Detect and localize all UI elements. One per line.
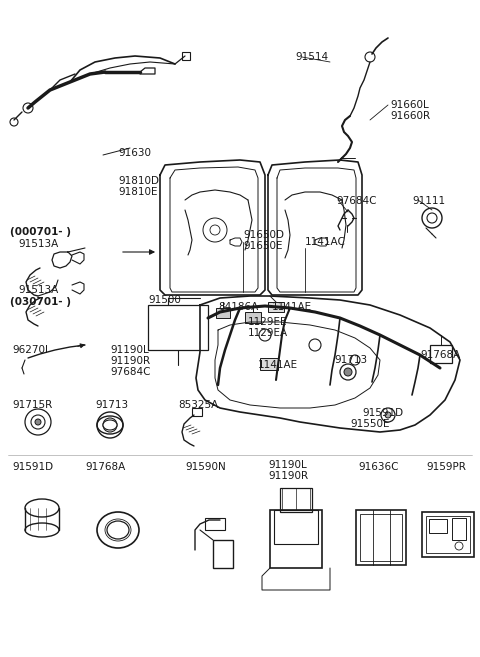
Bar xyxy=(426,516,470,553)
Text: 91514: 91514 xyxy=(295,52,328,62)
Bar xyxy=(148,305,208,350)
Text: 1141AE: 1141AE xyxy=(272,302,312,312)
Text: 91636C: 91636C xyxy=(358,462,398,472)
Text: 91715R: 91715R xyxy=(12,400,52,410)
Ellipse shape xyxy=(107,521,129,539)
Bar xyxy=(216,308,230,318)
Text: 91591D: 91591D xyxy=(12,462,53,472)
Text: 91713: 91713 xyxy=(95,400,128,410)
Bar xyxy=(268,302,284,312)
Text: 91810E: 91810E xyxy=(118,187,157,197)
Text: 91650D: 91650D xyxy=(243,230,284,240)
Text: 91500: 91500 xyxy=(148,295,181,305)
Bar xyxy=(452,518,466,540)
Text: (000701- ): (000701- ) xyxy=(10,227,71,237)
Text: 97684C: 97684C xyxy=(336,196,376,206)
Text: 91190R: 91190R xyxy=(268,471,308,481)
Text: 1129EE: 1129EE xyxy=(248,317,288,327)
Text: 91190R: 91190R xyxy=(110,356,150,366)
Circle shape xyxy=(344,368,352,376)
Bar xyxy=(270,510,322,568)
Bar xyxy=(360,514,402,561)
Text: 91513A: 91513A xyxy=(18,239,58,249)
Text: 91190L: 91190L xyxy=(268,460,307,470)
Text: 91550E: 91550E xyxy=(350,419,389,429)
Text: 84186A: 84186A xyxy=(218,302,258,312)
Text: 85325A: 85325A xyxy=(178,400,218,410)
Text: 91768A: 91768A xyxy=(420,350,460,360)
Bar xyxy=(182,52,190,60)
Text: 91591D: 91591D xyxy=(362,408,403,418)
Text: 91660R: 91660R xyxy=(390,111,430,121)
Text: 91650E: 91650E xyxy=(243,241,283,251)
Ellipse shape xyxy=(103,420,117,430)
Text: 91768A: 91768A xyxy=(85,462,125,472)
Text: (030701- ): (030701- ) xyxy=(10,297,71,307)
Bar xyxy=(205,518,225,530)
Text: 97684C: 97684C xyxy=(110,367,151,377)
Circle shape xyxy=(35,419,41,425)
Text: 91660L: 91660L xyxy=(390,100,429,110)
Text: 91590N: 91590N xyxy=(185,462,226,472)
Bar xyxy=(422,512,474,557)
Text: 1141AE: 1141AE xyxy=(258,360,298,370)
Text: 96270I: 96270I xyxy=(12,345,48,355)
Text: 1141AC: 1141AC xyxy=(305,237,346,247)
Text: 1129EA: 1129EA xyxy=(248,328,288,338)
Bar xyxy=(356,510,406,565)
Bar xyxy=(192,408,202,416)
Circle shape xyxy=(385,412,391,418)
Bar xyxy=(430,345,452,363)
Text: 91513A: 91513A xyxy=(18,285,58,295)
Bar xyxy=(280,488,312,512)
Text: 91810D: 91810D xyxy=(118,176,159,186)
Bar xyxy=(274,510,318,544)
Bar xyxy=(429,519,447,533)
Text: 91190L: 91190L xyxy=(110,345,149,355)
Text: 91713: 91713 xyxy=(334,355,367,365)
Bar xyxy=(260,358,278,370)
Text: 9159PR: 9159PR xyxy=(426,462,466,472)
Bar xyxy=(245,312,261,323)
Text: 91111: 91111 xyxy=(412,196,445,206)
Text: 91630: 91630 xyxy=(118,148,151,158)
Bar xyxy=(213,540,233,568)
